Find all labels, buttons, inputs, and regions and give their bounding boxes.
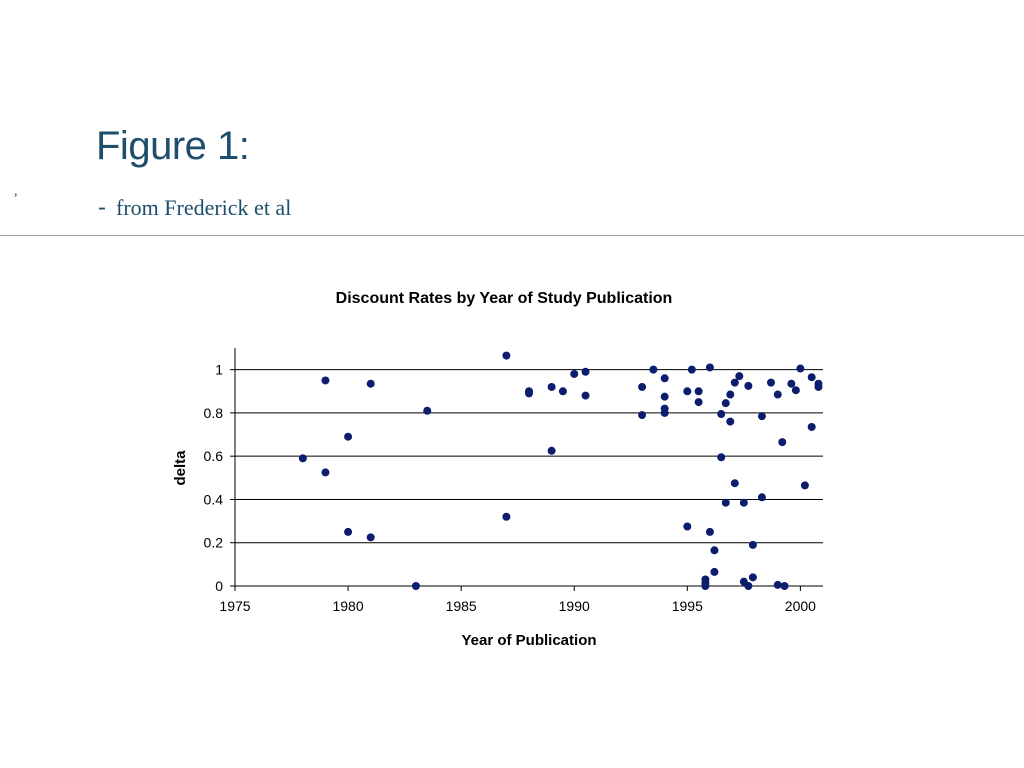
data-point [298,454,307,463]
data-point [547,382,556,391]
stray-mark: , [14,184,18,199]
x-tick-label: 1990 [559,598,590,614]
data-point [683,387,692,396]
y-tick-label: 1 [215,362,223,378]
x-tick-label: 1995 [672,598,703,614]
chart-title: Discount Rates by Year of Study Publicat… [336,290,673,307]
data-point [730,479,739,488]
data-point [694,398,703,407]
data-point [791,386,800,395]
data-point [748,540,757,549]
data-point [710,546,719,555]
y-tick-label: 0 [215,578,223,594]
data-point [730,378,739,387]
subtitle-dash: - [98,194,106,221]
data-point [570,369,579,378]
x-tick-label: 1975 [219,598,250,614]
subtitle-text: from Frederick et al [116,195,292,220]
data-point [744,381,753,390]
data-point [502,512,511,521]
data-point [366,533,375,542]
data-point [726,417,735,426]
data-point [705,363,714,372]
x-axis-label: Year of Publication [461,632,596,649]
data-point [344,527,353,536]
data-point [800,481,809,490]
data-point [773,390,782,399]
data-point [773,580,782,589]
y-tick-label: 0.2 [204,535,224,551]
data-point [558,387,567,396]
data-points [298,351,823,590]
data-point [547,446,556,455]
slide-subtitle: - from Frederick et al [98,196,291,220]
data-point [687,365,696,374]
data-point [778,438,787,447]
data-point [748,573,757,582]
data-point [705,527,714,536]
x-tick-label: 1980 [332,598,363,614]
data-point [807,373,816,382]
x-tick-label: 1985 [446,598,477,614]
data-point [411,582,420,590]
data-point [366,379,375,388]
data-point [717,453,726,462]
data-point [735,372,744,381]
data-point [710,567,719,576]
tick-labels: 0 0.2 0.4 0.6 0.8 1 1975 1980 1985 1990 1995 2000 [204,362,817,614]
data-point [796,364,805,373]
data-point [423,406,432,415]
data-point [649,365,658,374]
data-point [660,374,669,383]
data-point [721,498,730,507]
data-point [660,408,669,417]
data-point [766,378,775,387]
data-point [344,432,353,441]
data-point [726,390,735,399]
axes [230,348,823,591]
title-divider [0,235,1024,236]
data-point [807,422,816,431]
y-axis-label: delta [172,450,189,486]
data-point [683,522,692,531]
slide-title: Figure 1: [96,124,250,168]
data-point [739,498,748,507]
data-point [721,399,730,408]
data-point [780,582,789,590]
data-point [744,582,753,590]
data-point [502,351,511,360]
data-point [581,391,590,400]
y-tick-label: 0.4 [204,491,224,507]
data-point [814,382,823,391]
data-point [638,411,647,420]
data-point [638,382,647,391]
data-point [717,409,726,418]
y-tick-label: 0.6 [204,448,224,464]
data-point [660,392,669,401]
data-point [694,387,703,396]
y-tick-label: 0.8 [204,405,224,421]
data-point [701,582,710,590]
data-point [321,376,330,385]
data-point [321,468,330,477]
data-point [757,412,766,421]
x-tick-label: 2000 [785,598,816,614]
data-point [757,493,766,502]
data-point [787,379,796,388]
data-point [581,367,590,376]
data-point [525,389,533,398]
